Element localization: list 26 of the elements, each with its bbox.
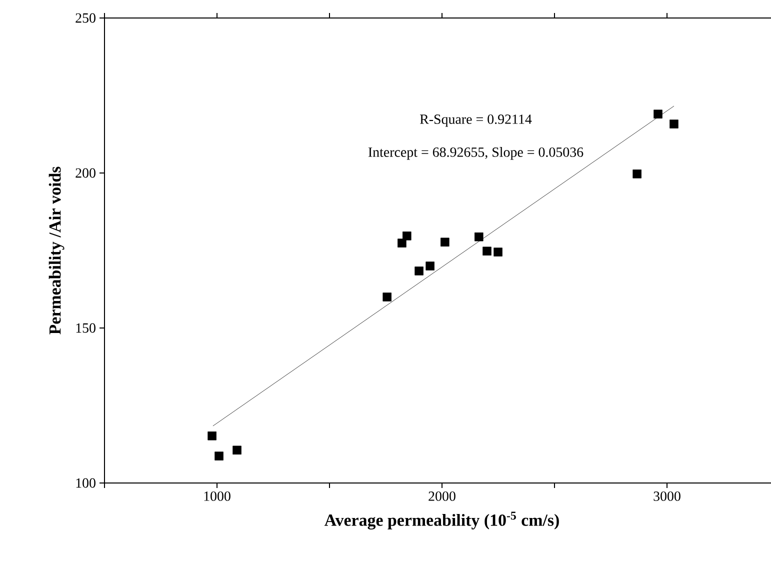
y-tick-label: 200 (76, 168, 96, 178)
y-axis-title: Permeability /Air voids (48, 166, 64, 334)
point (214, 452, 224, 460)
y-tick-label: 150 (76, 323, 96, 333)
x-tick-label: 3000 (654, 491, 680, 501)
point (482, 246, 492, 256)
point (440, 238, 450, 247)
x-tick-label: 1000 (204, 491, 230, 501)
x-tick-label: 2000 (428, 491, 456, 501)
point (414, 266, 424, 276)
point (208, 431, 216, 440)
point (670, 120, 678, 128)
annotation: Intercept = 68.92655, Slope = 0.05036 (368, 147, 584, 160)
annotation: R-Square = 0.92114 (420, 114, 532, 127)
point (382, 292, 392, 302)
x-axis-title: Average permeability (10$^{-5}$ cm/s) (324, 512, 559, 530)
point (232, 446, 242, 455)
point (632, 170, 642, 178)
y-tick-label: 250 (76, 13, 96, 23)
point (474, 232, 484, 242)
point (426, 262, 434, 270)
point (398, 238, 406, 248)
point (402, 232, 412, 240)
y-tick-label: 100 (76, 478, 96, 488)
point (494, 248, 502, 256)
point (654, 110, 662, 118)
